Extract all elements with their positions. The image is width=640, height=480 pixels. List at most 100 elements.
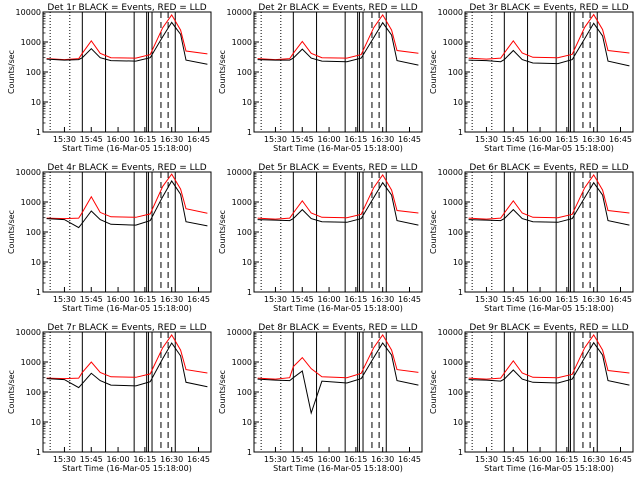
y-tick-label: 10000 xyxy=(16,8,41,17)
y-tick-label: 1 xyxy=(36,288,41,297)
x-tick-label: 15:30 xyxy=(264,455,287,464)
series-lld-line xyxy=(257,333,419,380)
x-axis-label: Start Time (16-Mar-05 15:18:00) xyxy=(484,464,614,473)
panel-title: Det 7r BLACK = Events, RED = LLD xyxy=(47,323,206,333)
x-tick-label: 16:15 xyxy=(133,455,156,464)
panel-det-2r: Det 2r BLACK = Events, RED = LLD 1 10 100 10… xyxy=(218,3,423,153)
x-tick-label: 16:30 xyxy=(371,135,394,144)
y-tick-label: 10000 xyxy=(438,168,463,177)
panel-frame xyxy=(42,331,212,453)
panel-frame xyxy=(42,171,212,293)
x-tick-label: 16:00 xyxy=(529,135,552,144)
y-tick-label: 1000 xyxy=(232,38,252,47)
y-tick-label: 10 xyxy=(453,98,463,107)
x-tick-label: 16:00 xyxy=(318,455,341,464)
series-events-line xyxy=(257,21,419,66)
x-tick-label: 15:30 xyxy=(475,295,498,304)
x-tick-label: 16:45 xyxy=(187,295,210,304)
x-tick-label: 16:15 xyxy=(344,455,367,464)
x-tick-label: 15:30 xyxy=(264,295,287,304)
panel-title: Det 8r BLACK = Events, RED = LLD xyxy=(258,323,417,333)
x-axis-label: Start Time (16-Mar-05 15:18:00) xyxy=(62,144,192,153)
y-tick-label: 1000 xyxy=(21,38,41,47)
x-axis-label: Start Time (16-Mar-05 15:18:00) xyxy=(62,304,192,313)
y-tick-label: 1 xyxy=(458,448,463,457)
x-tick-label: 16:45 xyxy=(609,455,632,464)
x-tick-label: 15:45 xyxy=(502,135,525,144)
series-lld-line xyxy=(257,173,419,220)
x-axis-label: Start Time (16-Mar-05 15:18:00) xyxy=(484,144,614,153)
panel-title: Det 4r BLACK = Events, RED = LLD xyxy=(47,163,206,173)
y-tick-label: 1000 xyxy=(232,358,252,367)
x-tick-label: 16:30 xyxy=(582,455,605,464)
series-lld-line xyxy=(46,173,208,220)
x-tick-label: 16:00 xyxy=(529,295,552,304)
y-tick-label: 1 xyxy=(36,448,41,457)
series-events-line xyxy=(468,181,630,226)
x-tick-label: 16:00 xyxy=(529,455,552,464)
x-tick-label: 15:30 xyxy=(53,295,76,304)
series-events-line xyxy=(468,341,630,386)
series-events-line xyxy=(46,21,208,65)
x-tick-label: 15:45 xyxy=(291,135,314,144)
x-tick-label: 15:30 xyxy=(53,455,76,464)
y-tick-label: 1000 xyxy=(232,198,252,207)
x-tick-label: 16:30 xyxy=(160,295,183,304)
panel-title: Det 9r BLACK = Events, RED = LLD xyxy=(469,323,628,333)
y-tick-label: 100 xyxy=(26,228,41,237)
series-events-line xyxy=(46,180,208,229)
x-tick-label: 15:45 xyxy=(80,455,103,464)
panel-det-1r: Det 1r BLACK = Events, RED = LLD 1 10 100 10… xyxy=(7,3,212,153)
y-tick-label: 10000 xyxy=(227,328,252,337)
x-tick-label: 16:00 xyxy=(318,135,341,144)
series-events-line xyxy=(46,342,208,389)
panel-frame xyxy=(253,171,423,293)
y-axis-label: Counts/sec xyxy=(429,210,438,254)
x-tick-label: 16:30 xyxy=(371,295,394,304)
y-tick-label: 10 xyxy=(453,258,463,267)
panel-title: Det 5r BLACK = Events, RED = LLD xyxy=(258,163,417,173)
panel-det-9r: Det 9r BLACK = Events, RED = LLD 1 10 100 10… xyxy=(429,323,634,473)
y-tick-label: 1 xyxy=(458,288,463,297)
x-axis-label: Start Time (16-Mar-05 15:18:00) xyxy=(273,464,403,473)
x-axis-label: Start Time (16-Mar-05 15:18:00) xyxy=(62,464,192,473)
panel-title: Det 1r BLACK = Events, RED = LLD xyxy=(47,3,206,13)
y-tick-label: 100 xyxy=(26,388,41,397)
y-tick-label: 1000 xyxy=(443,38,463,47)
panel-det-4r: Det 4r BLACK = Events, RED = LLD 1 10 100 10… xyxy=(7,163,212,313)
panel-det-5r: Det 5r BLACK = Events, RED = LLD 1 10 100 10… xyxy=(218,163,423,313)
y-tick-label: 1000 xyxy=(443,358,463,367)
y-tick-label: 10000 xyxy=(438,328,463,337)
panel-frame xyxy=(42,11,212,133)
x-axis-label: Start Time (16-Mar-05 15:18:00) xyxy=(484,304,614,313)
x-tick-label: 16:30 xyxy=(160,135,183,144)
x-tick-label: 15:30 xyxy=(264,135,287,144)
x-tick-label: 15:45 xyxy=(502,295,525,304)
x-tick-label: 16:45 xyxy=(398,455,421,464)
x-tick-label: 16:15 xyxy=(344,135,367,144)
y-tick-label: 10000 xyxy=(16,168,41,177)
y-tick-label: 10 xyxy=(453,418,463,427)
series-lld-line xyxy=(468,13,630,60)
y-tick-label: 1000 xyxy=(443,198,463,207)
y-axis-label: Counts/sec xyxy=(429,370,438,414)
panel-frame xyxy=(464,11,634,133)
x-tick-label: 15:45 xyxy=(291,295,314,304)
x-tick-label: 16:00 xyxy=(107,455,130,464)
x-tick-label: 15:45 xyxy=(80,295,103,304)
series-lld-line xyxy=(46,333,208,380)
x-tick-label: 15:30 xyxy=(53,135,76,144)
y-tick-label: 100 xyxy=(237,388,252,397)
x-tick-label: 16:45 xyxy=(398,295,421,304)
y-tick-label: 1 xyxy=(247,128,252,137)
y-tick-label: 10000 xyxy=(227,168,252,177)
y-tick-label: 100 xyxy=(448,68,463,77)
x-tick-label: 16:30 xyxy=(160,455,183,464)
x-tick-label: 15:45 xyxy=(502,455,525,464)
x-tick-label: 15:45 xyxy=(291,455,314,464)
panel-det-7r: Det 7r BLACK = Events, RED = LLD 1 10 100 10… xyxy=(7,323,212,473)
x-tick-label: 16:15 xyxy=(555,295,578,304)
panel-title: Det 2r BLACK = Events, RED = LLD xyxy=(258,3,417,13)
x-axis-label: Start Time (16-Mar-05 15:18:00) xyxy=(273,304,403,313)
x-tick-label: 16:45 xyxy=(187,455,210,464)
